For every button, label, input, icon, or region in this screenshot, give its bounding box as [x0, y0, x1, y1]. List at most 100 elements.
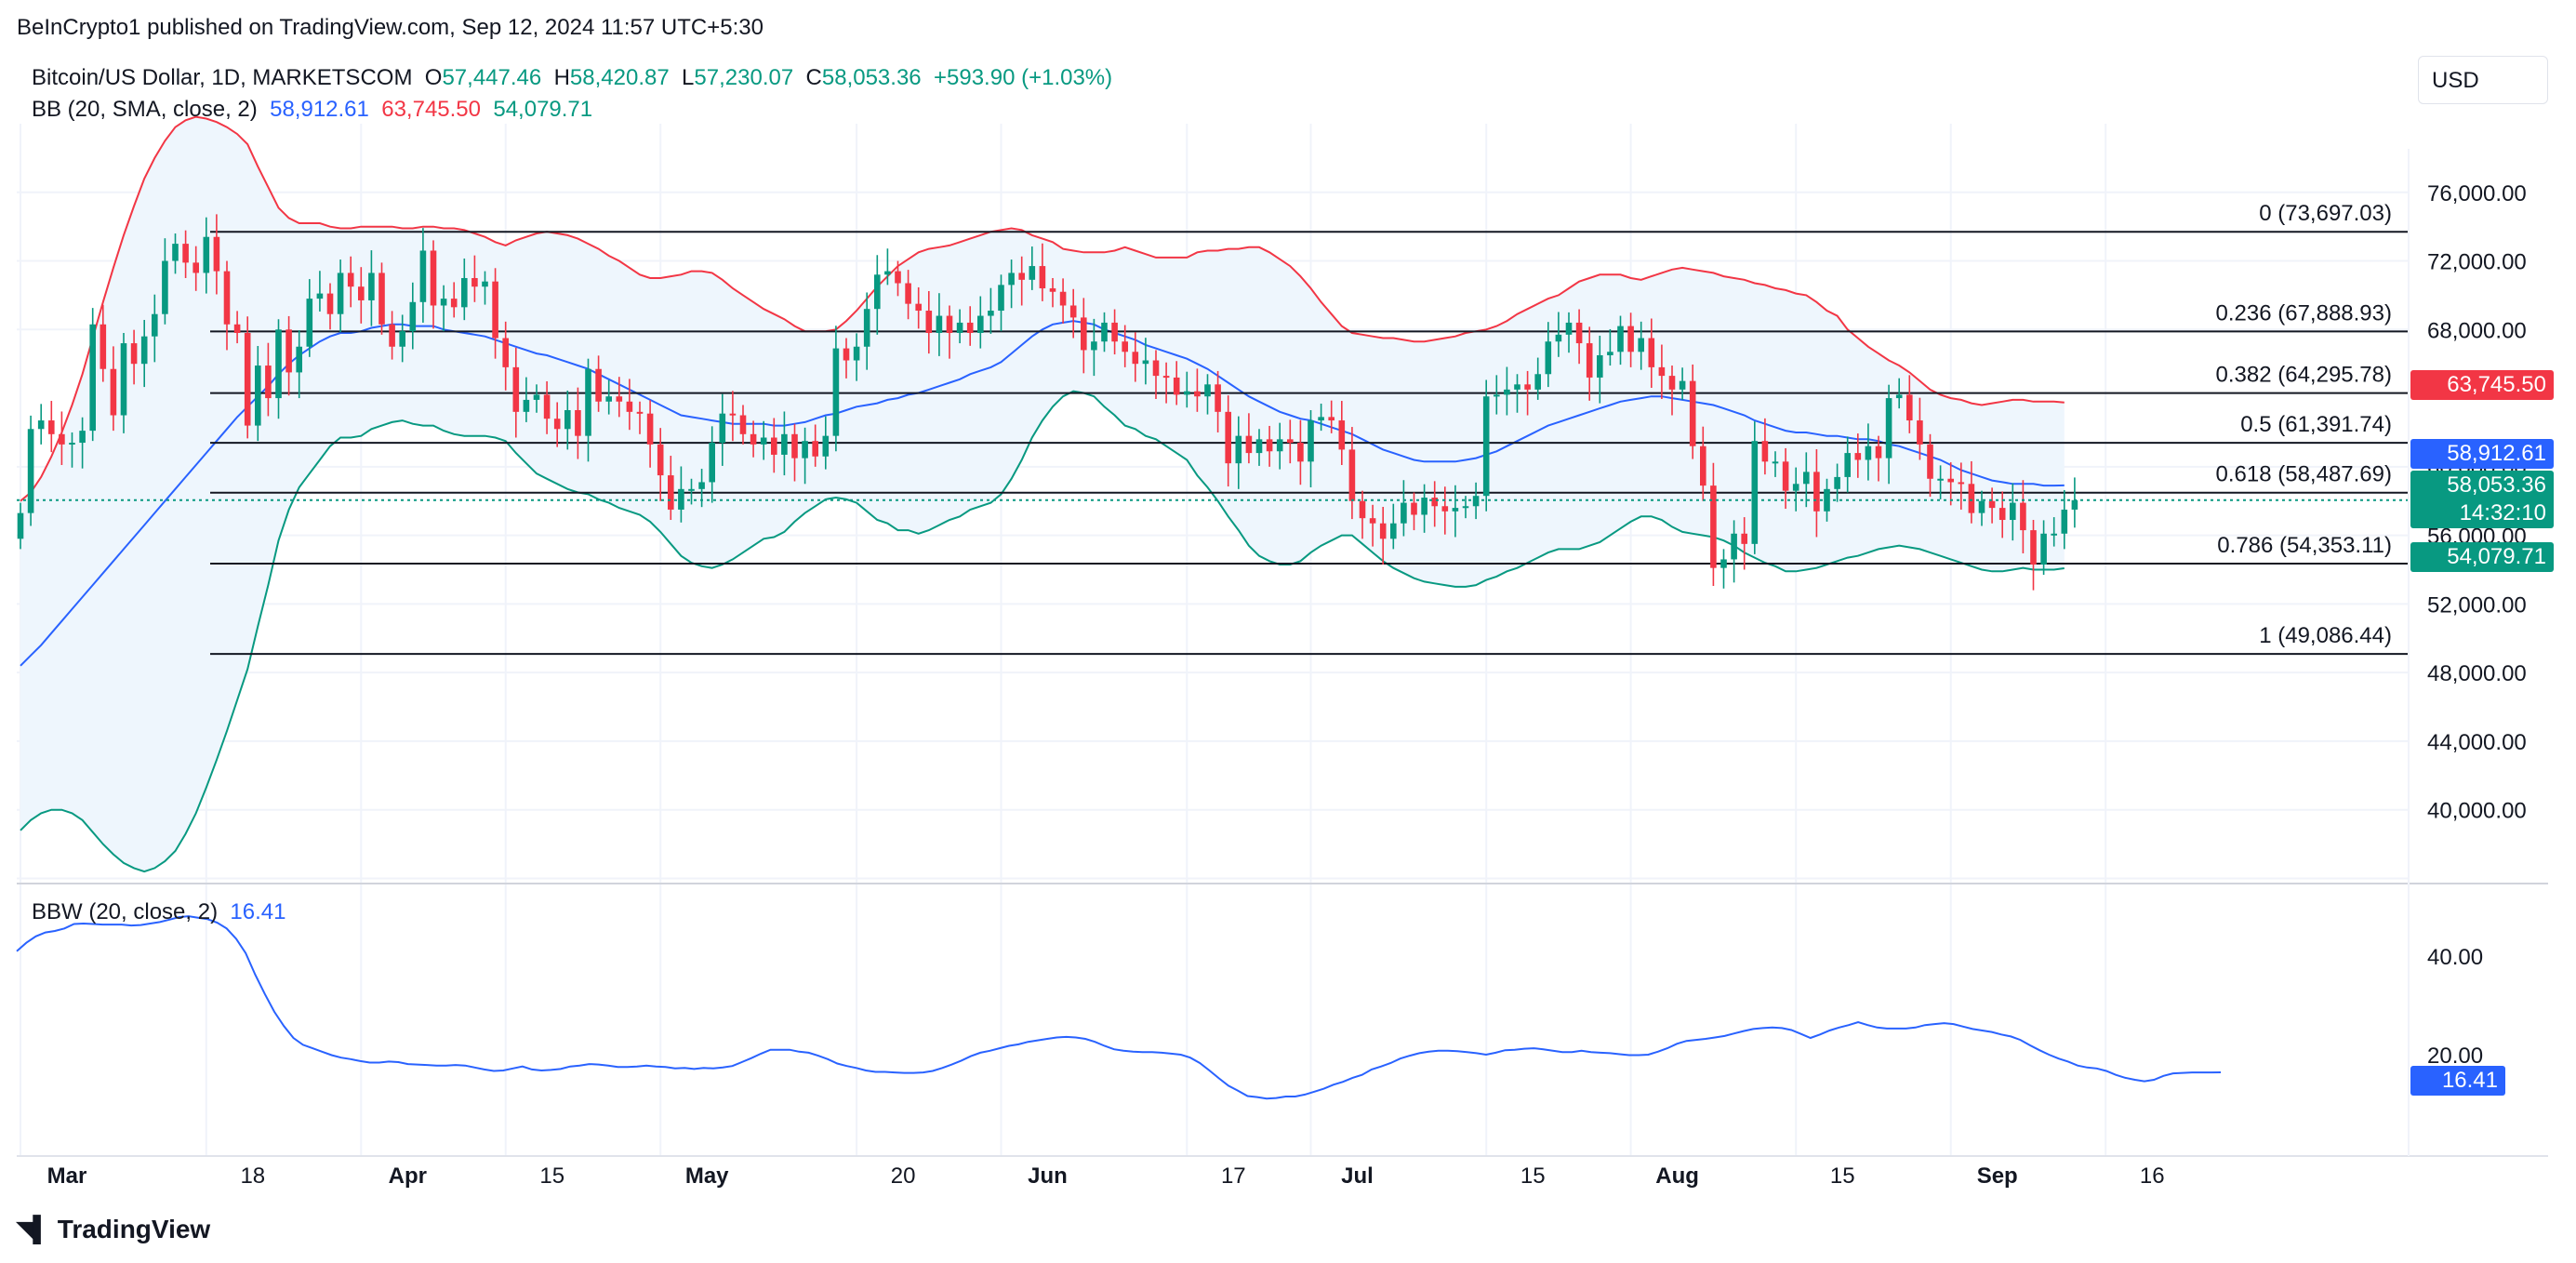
candle-body — [1359, 500, 1366, 519]
candle-body — [193, 262, 199, 273]
candle-body — [1494, 394, 1500, 397]
close-value: 58,053.36 — [821, 65, 922, 90]
candle-body — [553, 419, 561, 430]
candle-body — [1008, 273, 1015, 286]
fib-level-label: 1 (49,086.44) — [2259, 623, 2392, 648]
candle-body — [37, 420, 45, 430]
candle-body — [1111, 322, 1118, 342]
bb-lower-value: 54,079.71 — [493, 97, 593, 122]
time-tick-label: Jun — [1028, 1163, 1068, 1189]
currency-selector[interactable]: USD — [2418, 56, 2548, 104]
candle-body — [988, 311, 994, 316]
time-tick-label: Sep — [1977, 1163, 2018, 1189]
candle-body — [162, 260, 168, 314]
price-tick-label: 48,000.00 — [2427, 661, 2527, 686]
candle-body — [1844, 453, 1851, 477]
bbw-axis-ticks: 20.00 40.00 — [2427, 945, 2483, 1069]
candle-body — [1184, 391, 1190, 395]
candle-body — [1308, 420, 1314, 462]
time-tick-label: Mar — [47, 1163, 87, 1189]
candle-body — [1431, 498, 1438, 507]
candle-body — [884, 271, 891, 275]
candle-body — [1545, 341, 1552, 375]
tradingview-logo[interactable]: ◥▍ TradingView — [17, 1215, 210, 1244]
candle-body — [275, 329, 282, 399]
bb-upper-value: 63,745.50 — [381, 97, 482, 122]
candle-body — [1679, 380, 1686, 390]
candle-body — [791, 433, 798, 459]
candle-body — [925, 311, 933, 333]
candle-body — [575, 409, 581, 436]
time-tick-label: May — [685, 1163, 729, 1189]
candle-body — [1741, 533, 1747, 544]
candle-body — [616, 396, 623, 402]
candle-body — [233, 324, 241, 333]
candle-body — [595, 368, 602, 402]
candle-body — [1379, 523, 1387, 539]
high-value: 58,420.87 — [569, 65, 670, 90]
candle-body — [59, 433, 65, 445]
candle-body — [1927, 444, 1933, 479]
candle-body — [1534, 374, 1541, 390]
candle-body — [203, 236, 210, 273]
candle-body — [946, 315, 953, 333]
candle-body — [316, 293, 324, 299]
fib-level-label: 0.786 (54,353.11) — [2217, 533, 2392, 558]
candle-body — [337, 273, 344, 314]
price-tick-label: 72,000.00 — [2427, 250, 2527, 275]
candle-body — [378, 273, 385, 325]
candle-body — [1803, 472, 1810, 485]
candle-body — [1215, 384, 1221, 412]
time-tick-label: Apr — [389, 1163, 427, 1189]
fib-level-label: 0.618 (58,487.69) — [2216, 462, 2392, 487]
time-tick-label: Aug — [1655, 1163, 1699, 1189]
time-tick-label: 17 — [1221, 1163, 1246, 1189]
candle-body — [1152, 360, 1160, 377]
candle-body — [936, 315, 943, 333]
candle-body — [2071, 499, 2078, 510]
candle-body — [729, 413, 737, 416]
candle-body — [2061, 509, 2068, 534]
time-tick-label: 18 — [240, 1163, 265, 1189]
candle-body — [2020, 502, 2026, 531]
candle-body — [1658, 366, 1666, 377]
price-tick-label: 68,000.00 — [2427, 318, 2527, 343]
candle-body — [1638, 338, 1644, 352]
publisher-line: BeInCrypto1 published on TradingView.com… — [17, 15, 764, 40]
last-price-badge: 58,053.36 — [2410, 471, 2554, 500]
candle-body — [905, 283, 911, 304]
candle-body — [1018, 273, 1025, 280]
fib-level-label: 0.5 (61,391.74) — [2240, 412, 2392, 437]
price-tick-label: 52,000.00 — [2427, 592, 2527, 618]
candle-body — [502, 338, 509, 367]
candle-body — [1813, 472, 1820, 512]
candle-body — [1029, 266, 1036, 280]
candle-body — [419, 250, 427, 302]
candle-body — [48, 420, 55, 434]
candle-body — [1142, 360, 1149, 365]
bbw-tick-label: 20.00 — [2427, 1044, 2483, 1069]
close-label: C — [805, 65, 822, 90]
candle-body — [657, 444, 664, 476]
candle-body — [1720, 559, 1727, 568]
time-tick-label: 15 — [1520, 1163, 1546, 1189]
candle-body — [1101, 322, 1108, 342]
candle-body — [306, 299, 313, 347]
candle-body — [1318, 417, 1324, 421]
candle-body — [1968, 484, 1975, 513]
candle-body — [1462, 506, 1469, 509]
candle-body — [1441, 506, 1449, 512]
candle-body — [358, 286, 365, 300]
candle-body — [140, 336, 148, 365]
candle-body — [802, 441, 808, 459]
candle-body — [760, 437, 767, 445]
candle-body — [1917, 420, 1923, 445]
candle-body — [1059, 291, 1067, 306]
candle-body — [182, 244, 189, 263]
candle-body — [915, 303, 922, 312]
candle-body — [1276, 439, 1283, 452]
candle-body — [1648, 338, 1655, 367]
open-label: O — [424, 65, 443, 90]
candle-body — [1194, 391, 1201, 397]
